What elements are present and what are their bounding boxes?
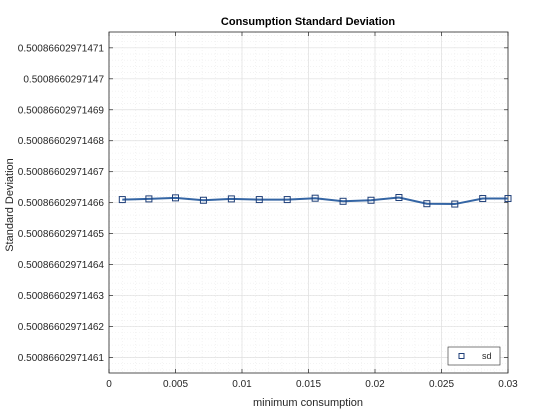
data-point xyxy=(199,196,207,204)
data-point xyxy=(423,200,431,208)
y-tick-label: 0.50086602971462 xyxy=(18,322,105,333)
data-point xyxy=(283,196,291,204)
legend-box xyxy=(447,346,501,366)
chart-title: Consumption Standard Deviation xyxy=(221,16,395,28)
data-point xyxy=(451,200,459,208)
series-line-sd xyxy=(122,196,508,206)
data-point xyxy=(395,194,403,202)
data-point xyxy=(367,196,375,204)
data-point xyxy=(227,195,235,203)
data-point xyxy=(504,195,512,203)
y-tick-label: 0.50086602971467 xyxy=(18,167,105,178)
plot-area: 0 0.005 0.01 0.015 0.02 0.025 0.03 0.5008660297… xyxy=(18,31,518,390)
y-tick-label: 0.50086602971469 xyxy=(18,105,105,116)
y-tick-label: 0.50086602971471 xyxy=(18,43,105,54)
y-tick-label: 0.50086602971465 xyxy=(18,229,105,240)
x-tick-label: 0.01 xyxy=(232,379,252,390)
y-tick-label: 0.50086602971466 xyxy=(18,198,105,209)
legend-marker xyxy=(458,353,465,359)
x-tick-label: 0.025 xyxy=(429,379,454,390)
data-point xyxy=(145,195,153,203)
axes-box xyxy=(108,31,509,374)
y-tick-label: 0.5008660297147 xyxy=(23,74,104,85)
y-tick-label: 0.50086602971461 xyxy=(18,353,105,364)
y-tick-label: 0.50086602971464 xyxy=(18,260,105,271)
y-tick-label: 0.50086602971463 xyxy=(18,291,105,302)
y-axis-title: Standard Deviation xyxy=(4,158,16,252)
data-point xyxy=(118,196,126,204)
x-axis-title: minimum consumption xyxy=(253,397,363,409)
legend-label: sd xyxy=(482,351,492,361)
x-tick-label: 0.015 xyxy=(296,379,321,390)
x-tick-label: 0.03 xyxy=(498,379,518,390)
y-tick-label: 0.50086602971468 xyxy=(18,136,105,147)
data-point xyxy=(255,196,263,204)
x-tick-label: 0 xyxy=(106,379,112,390)
data-point xyxy=(172,194,179,202)
data-point xyxy=(479,195,487,203)
x-tick-label: 0.005 xyxy=(163,379,188,390)
data-point xyxy=(339,197,347,205)
data-point xyxy=(311,194,319,202)
x-tick-label: 0.02 xyxy=(365,379,385,390)
